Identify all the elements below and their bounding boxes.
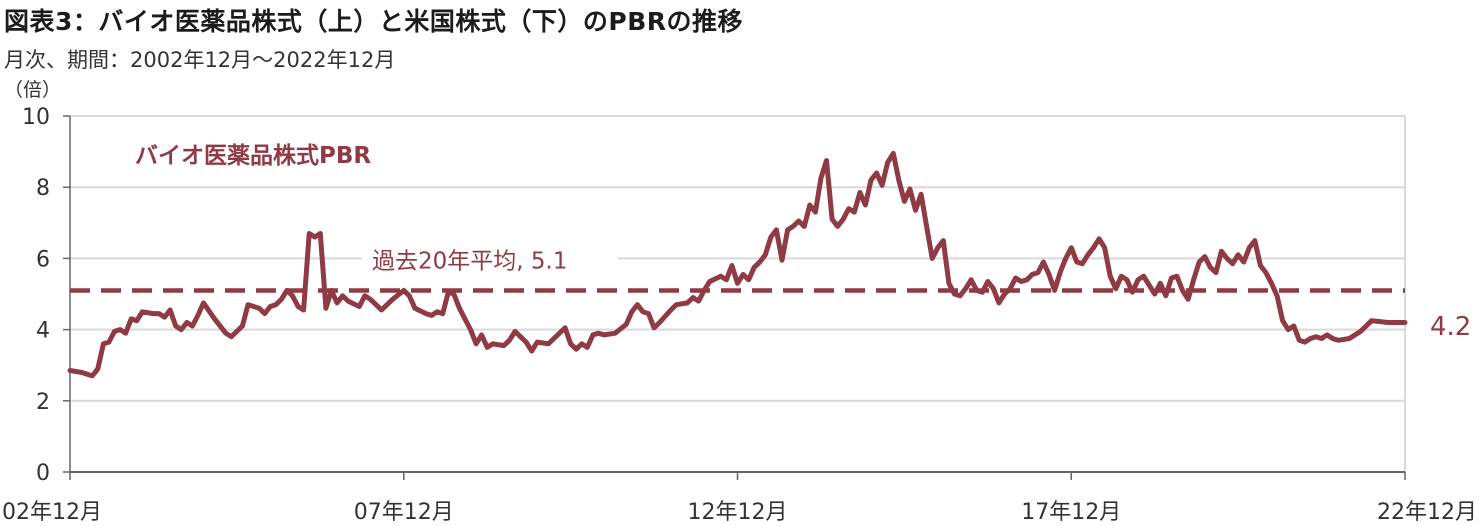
chart-title: 図表3：バイオ医薬品株式（上）と米国株式（下）のPBRの推移 xyxy=(4,7,744,36)
series-layer: 過去20年平均, 5.1 xyxy=(67,150,1408,379)
series-label-biopharma-pbr: バイオ医薬品株式PBR xyxy=(135,143,371,169)
y-tick-labels: 0 2 4 6 8 10 xyxy=(22,105,50,486)
x-tick-label-1: 07年12月 xyxy=(354,500,454,525)
y-tick-label-3: 6 xyxy=(36,247,50,272)
x-tick-label-2: 12年12月 xyxy=(688,500,788,525)
grid-lines xyxy=(63,115,1406,473)
series-line-0 xyxy=(67,150,1408,379)
end-value-label: 4.2 xyxy=(1430,312,1471,342)
chart-subtitle: 月次、期間：2002年12月～2022年12月 xyxy=(4,48,396,72)
average-label-background xyxy=(362,240,618,275)
y-tick-label-1: 2 xyxy=(36,390,50,415)
y-tick-label-5: 10 xyxy=(22,105,50,130)
x-tick-label-4: 22年12月 xyxy=(1377,500,1477,525)
x-tick-label-3: 17年12月 xyxy=(1021,500,1121,525)
y-tick-label-4: 8 xyxy=(36,176,50,201)
x-tick-label-0: 02年12月 xyxy=(2,500,102,525)
x-tick-labels: 02年12月 07年12月 12年12月 17年12月 22年12月 xyxy=(2,472,1477,525)
y-tick-label-2: 4 xyxy=(36,319,50,344)
average-label: 過去20年平均, 5.1 xyxy=(372,248,567,274)
y-tick-label-0: 0 xyxy=(36,461,50,486)
y-axis-unit: （倍） xyxy=(4,79,61,101)
